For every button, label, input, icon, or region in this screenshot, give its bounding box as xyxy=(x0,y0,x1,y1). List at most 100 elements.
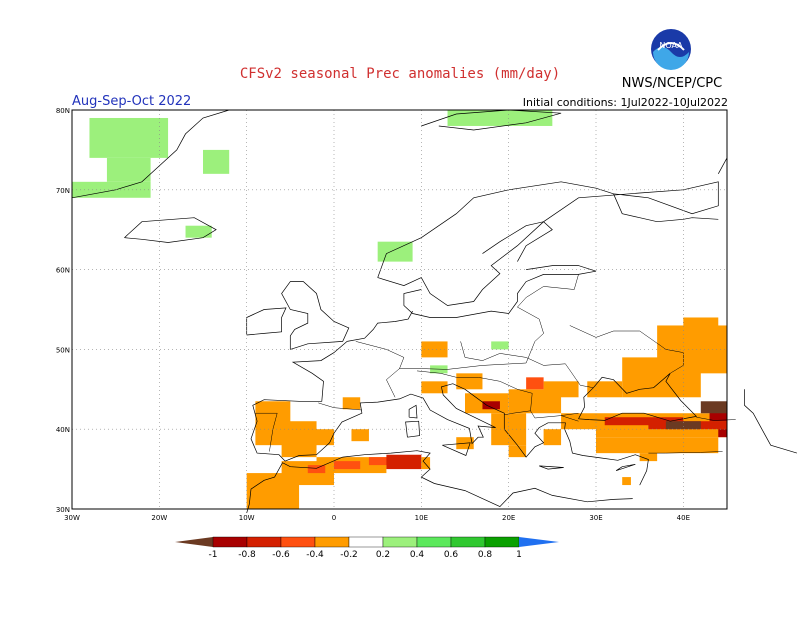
anomaly-cell xyxy=(482,401,500,410)
coastline xyxy=(377,181,719,306)
legend-min-arrow xyxy=(175,542,213,547)
legend-color-swatch xyxy=(348,536,384,548)
country-border xyxy=(318,402,362,411)
legend-tick-label: 0.2 xyxy=(376,550,390,560)
coastline xyxy=(347,310,413,342)
lon-tick-label: 30E xyxy=(589,514,602,522)
anomaly-cell xyxy=(543,429,562,446)
svg-text:NOAA: NOAA xyxy=(659,41,683,50)
legend-tick-label: -0.2 xyxy=(340,550,358,560)
noaa-logo-icon: NOAA xyxy=(650,28,692,70)
coastline xyxy=(408,404,418,419)
anomaly-cell xyxy=(639,453,658,462)
anomaly-cell xyxy=(307,465,326,474)
legend-color-swatch xyxy=(212,536,248,548)
anomaly-cell xyxy=(604,417,684,426)
legend-tick-label: -0.6 xyxy=(272,550,290,560)
coastline xyxy=(124,217,217,243)
anomaly-cell xyxy=(700,401,727,414)
coastline xyxy=(403,265,597,318)
anomaly-cell xyxy=(665,421,701,430)
legend-color-swatch xyxy=(382,536,418,548)
country-border xyxy=(561,415,579,422)
anomaly-cell xyxy=(106,157,151,182)
lat-tick-label: 70N xyxy=(56,187,70,195)
lat-tick-label: 40N xyxy=(56,426,70,434)
anomaly-cell xyxy=(587,381,623,398)
anomaly-cell xyxy=(334,461,361,470)
anomaly-cell xyxy=(526,377,544,390)
forecast-period: Aug-Sep-Oct 2022 xyxy=(72,94,192,109)
coastline xyxy=(246,450,633,514)
anomaly-cell xyxy=(718,429,727,438)
anomaly-cell xyxy=(72,181,151,198)
anomaly-cell xyxy=(447,110,553,126)
legend-tick-label: -0.8 xyxy=(238,550,256,560)
legend-tick-label: -0.4 xyxy=(306,550,324,560)
country-border xyxy=(399,274,579,370)
legend-tick-label: 0.8 xyxy=(478,550,493,560)
organization-label: NWS/NCEP/CPC xyxy=(621,76,723,91)
lon-tick-label: 20W xyxy=(151,514,167,522)
anomaly-cell xyxy=(185,225,212,238)
lat-tick-label: 60N xyxy=(56,267,70,275)
coastline xyxy=(539,465,564,470)
country-border xyxy=(355,341,405,398)
country-border xyxy=(255,412,278,452)
initial-conditions: Initial conditions: 1Jul2022-10Jul2022 xyxy=(522,96,728,109)
lon-tick-label: 20E xyxy=(502,514,515,522)
coastline xyxy=(250,341,649,486)
coastline xyxy=(281,281,350,350)
anomaly-cell xyxy=(351,429,369,442)
lat-tick-label: 80N xyxy=(56,107,70,115)
coastline xyxy=(613,193,719,223)
lon-tick-label: 0 xyxy=(332,514,336,522)
country-border xyxy=(696,416,736,421)
legend-color-swatch xyxy=(314,536,350,548)
anomaly-cell xyxy=(342,397,361,410)
lon-tick-label: 30W xyxy=(64,514,80,522)
legend-tick-label: 1 xyxy=(516,550,522,560)
legend-tick-label: 0.6 xyxy=(444,550,459,560)
legend-color-swatch xyxy=(280,536,316,548)
legend-color-swatch xyxy=(484,536,520,548)
country-border xyxy=(416,370,533,416)
lat-tick-label: 50N xyxy=(56,346,70,354)
coastline xyxy=(482,221,553,262)
country-border xyxy=(648,451,723,454)
coastline xyxy=(442,442,471,456)
coastline xyxy=(421,109,562,131)
anomaly-cell xyxy=(89,117,169,158)
anomaly-cell xyxy=(421,457,431,470)
legend-tick-label: -1 xyxy=(209,550,218,560)
anomaly-cell xyxy=(508,445,527,458)
legend-color-swatch xyxy=(246,536,282,548)
country-border xyxy=(569,325,684,374)
anomaly-cell xyxy=(491,341,509,350)
anomaly-cell xyxy=(421,341,448,358)
coastline xyxy=(744,389,798,454)
lon-tick-label: 40E xyxy=(677,514,690,522)
lon-tick-label: 10W xyxy=(239,514,255,522)
coastline xyxy=(615,463,636,472)
anomaly-cell xyxy=(203,149,230,174)
map-title: CFSv2 seasonal Prec anomalies (mm/day) xyxy=(239,66,561,82)
legend-color-swatch xyxy=(450,536,486,548)
map-frame xyxy=(71,109,728,510)
anomaly-cell xyxy=(683,317,719,342)
anomaly-cell xyxy=(561,413,596,430)
coastline xyxy=(246,307,287,336)
country-border xyxy=(530,410,579,419)
anomaly-cell xyxy=(307,429,334,446)
coastline xyxy=(71,109,230,199)
anomaly-cell xyxy=(622,477,631,486)
country-border xyxy=(460,341,594,388)
legend-max-arrow xyxy=(519,537,559,547)
anomaly-cell xyxy=(421,381,448,394)
anomaly-cell xyxy=(596,437,719,454)
anomaly-cell xyxy=(386,454,422,470)
anomaly-cell xyxy=(377,241,413,262)
lat-tick-label: 30N xyxy=(56,506,70,514)
